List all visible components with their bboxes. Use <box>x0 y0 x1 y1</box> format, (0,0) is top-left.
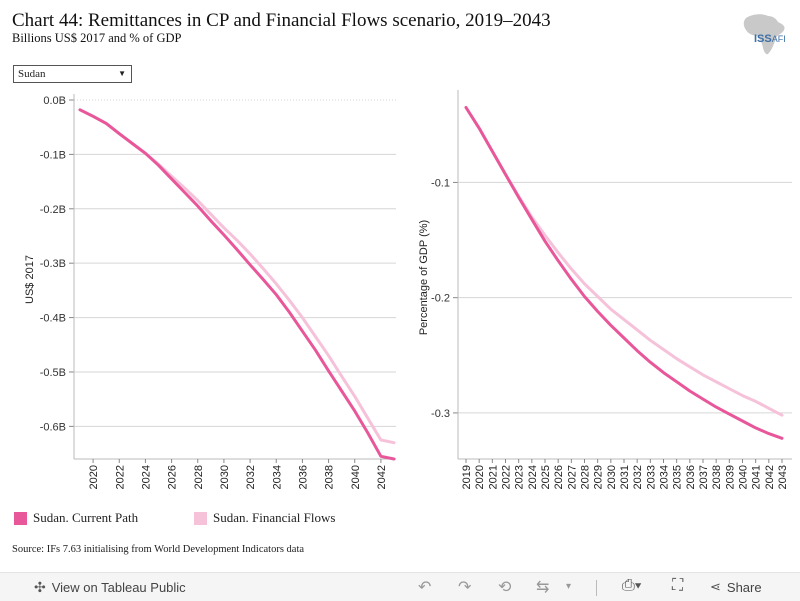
view-on-tableau-label: View on Tableau Public <box>51 580 186 595</box>
panel2-xtick-label: 2043 <box>777 465 789 489</box>
panel1-ytick-label: -0.3B <box>40 258 66 270</box>
panel1-xtick-label: 2020 <box>88 465 100 489</box>
panel2-ytick-label: -0.2 <box>431 293 450 305</box>
view-on-tableau-button[interactable]: ✣ View on Tableau Public <box>34 579 186 596</box>
redo-icon[interactable]: ↷ <box>458 579 472 596</box>
legend-label-current-path: Sudan. Current Path <box>33 510 139 525</box>
panel1-xtick-label: 2022 <box>114 465 126 489</box>
panel2-xtick-label: 2040 <box>738 465 750 489</box>
panel2-series-financial-flows <box>464 106 784 417</box>
panel1-xtick-label: 2026 <box>167 465 179 489</box>
panel1-xtick-label: 2038 <box>324 465 336 489</box>
panel2-xtick-label: 2033 <box>645 465 657 489</box>
undo-icon[interactable]: ↶ <box>418 579 432 596</box>
panel2-xtick-label: 2023 <box>514 465 526 489</box>
pause-dropdown-icon[interactable]: ▾ <box>566 581 572 592</box>
legend-item-financial-flows[interactable]: Sudan. Financial Flows <box>194 510 335 526</box>
dropdown-arrow-icon: ▼ <box>118 69 126 78</box>
logo-text: ISSAFI <box>754 33 786 45</box>
panel1-xtick-label: 2040 <box>350 465 362 489</box>
panel2-xtick-label: 2032 <box>632 465 644 489</box>
panel2-xtick-label: 2020 <box>474 465 486 489</box>
panel2-xtick-label: 2021 <box>487 465 499 489</box>
revert-icon[interactable]: ⟲ <box>498 579 512 596</box>
panel2-xtick-label: 2019 <box>461 465 473 489</box>
panel2-xtick-label: 2042 <box>764 465 776 489</box>
source-note: Source: IFs 7.63 initialising from World… <box>12 544 305 555</box>
africa-logo-icon <box>743 14 785 55</box>
panel2-xtick-label: 2034 <box>659 465 671 489</box>
panel1: 0.0B -0.1B -0.2B -0.3B -0.4B -0.5B -0.6B US$ 20… <box>24 94 396 489</box>
panel2-xtick-label: 2025 <box>540 465 552 489</box>
panel2-ytick-label: -0.1 <box>431 177 450 189</box>
panel2-xtick-label: 2038 <box>711 465 723 489</box>
refresh-icon[interactable]: ⇆ <box>536 579 550 596</box>
panel1-ytick-label: -0.2B <box>40 204 66 216</box>
share-icon: ⋖ <box>710 579 721 594</box>
panel2-y-axis-label: Percentage of GDP (%) <box>418 220 430 335</box>
panel2-series-current-path <box>464 106 784 440</box>
panel2-xtick-label: 2031 <box>619 465 631 489</box>
panel1-xtick-label: 2034 <box>271 465 283 489</box>
panel1-xtick-label: 2036 <box>297 465 309 489</box>
panel2-xtick-label: 2030 <box>606 465 618 489</box>
tableau-logo-icon: ✣ <box>34 579 46 595</box>
share-label: Share <box>726 579 762 595</box>
panel1-series-current-path <box>78 108 396 461</box>
logo-sub-text: AFI <box>771 34 786 44</box>
panel2-xtick-label: 2024 <box>527 465 539 489</box>
download-icon[interactable]: ⎙▾ <box>622 577 642 594</box>
panel2-xtick-label: 2022 <box>501 465 513 489</box>
panel2-xtick-label: 2035 <box>672 465 684 489</box>
panel1-ytick-label: -0.1B <box>40 149 66 161</box>
panel2-ytick-label: -0.3 <box>431 408 450 420</box>
panel1-xtick-label: 2042 <box>376 465 388 489</box>
panel2-xtick-label: 2026 <box>553 465 565 489</box>
legend-swatch-current-path <box>14 511 27 525</box>
panel1-series-financial-flows <box>78 108 396 445</box>
panel1-xtick-label: 2032 <box>245 465 257 489</box>
chart-title: Chart 44: Remittances in CP and Financia… <box>12 10 551 31</box>
chart-subtitle: Billions US$ 2017 and % of GDP <box>12 31 182 45</box>
panel1-xtick-label: 2024 <box>140 465 152 489</box>
panel2-xtick-label: 2037 <box>698 465 710 489</box>
logo-main-text: ISS <box>754 33 772 45</box>
legend-label-financial-flows: Sudan. Financial Flows <box>213 510 336 525</box>
panel2-xtick-label: 2041 <box>751 465 763 489</box>
dropdown-selected-value: Sudan <box>18 68 46 80</box>
share-button[interactable]: ⋖ Share <box>710 579 762 595</box>
legend-item-current-path[interactable]: Sudan. Current Path <box>14 510 138 526</box>
tableau-toolbar: ✣ View on Tableau Public ↶ ↷ ⟲ ⇆ ▾ ⎙▾ ⛶ … <box>0 572 800 601</box>
panel2-xtick-label: 2028 <box>580 465 592 489</box>
panel1-ytick-label: 0.0B <box>43 95 66 107</box>
panel2-xtick-label: 2039 <box>724 465 736 489</box>
panel1-xtick-label: 2028 <box>193 465 205 489</box>
panel2-xtick-label: 2036 <box>685 465 697 489</box>
panel1-ytick-label: -0.5B <box>40 367 66 379</box>
panel2-xtick-label: 2027 <box>566 465 578 489</box>
charts-area: 0.0B -0.1B -0.2B -0.3B -0.4B -0.5B -0.6B US$ 20… <box>24 90 792 489</box>
panel2-xtick-label: 2029 <box>593 465 605 489</box>
panel1-y-axis-label: US$ 2017 <box>24 255 36 304</box>
country-filter-dropdown[interactable]: Sudan ▼ <box>13 65 132 83</box>
panel1-ytick-label: -0.4B <box>40 313 66 325</box>
legend-swatch-financial-flows <box>194 511 207 525</box>
fullscreen-icon[interactable]: ⛶ <box>672 577 684 594</box>
panel1-ytick-label: -0.6B <box>40 421 66 433</box>
panel1-xtick-label: 2030 <box>219 465 231 489</box>
toolbar-separator <box>596 580 597 596</box>
